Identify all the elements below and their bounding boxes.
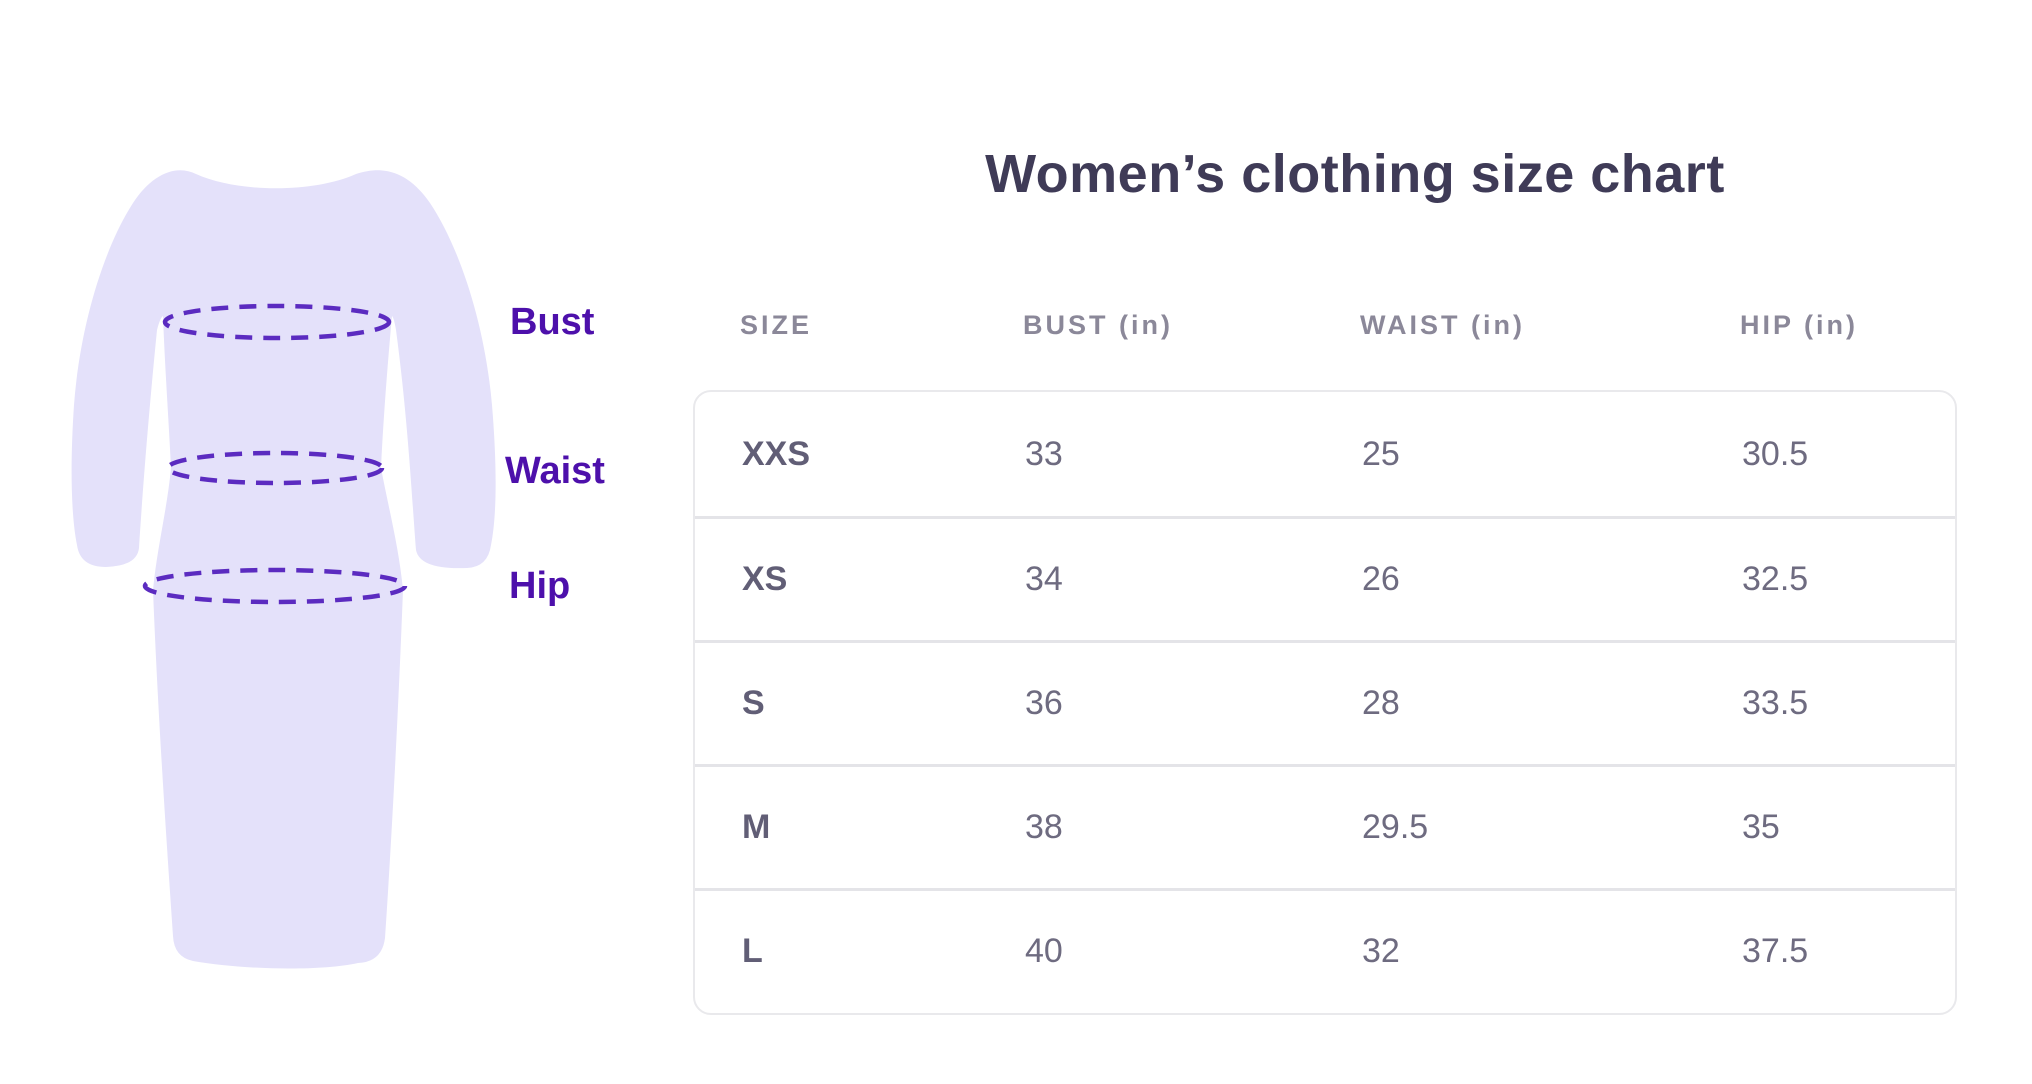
table-row: L 40 32 37.5 [695,888,1955,1012]
cell-bust: 36 [1025,684,1063,722]
hip-measurement-line [142,567,408,605]
cell-hip: 30.5 [1742,434,1809,473]
waist-measurement-line [165,450,385,486]
bust-label: Bust [510,301,595,343]
cell-bust: 33 [1025,434,1063,473]
table-row: XXS 33 25 30.5 [695,392,1955,516]
cell-size: XXS [742,434,811,473]
column-header-bust: BUST (in) [1023,310,1173,340]
column-header-waist: WAIST (in) [1360,310,1525,340]
cell-bust: 38 [1025,808,1063,846]
cell-hip: 37.5 [1742,932,1809,970]
cell-waist: 29.5 [1362,808,1429,846]
cell-hip: 35 [1742,808,1780,846]
cell-waist: 28 [1362,684,1400,722]
cell-waist: 32 [1362,932,1400,970]
hip-label: Hip [509,565,571,607]
cell-hip: 32.5 [1742,560,1809,598]
cell-size: S [742,684,765,722]
table-header-row: SIZE BUST (in) WAIST (in) HIP (in) [693,310,1957,341]
cell-hip: 33.5 [1742,684,1809,722]
table-row: M 38 29.5 35 [695,764,1955,888]
table-row: XS 34 26 32.5 [695,516,1955,640]
cell-bust: 34 [1025,560,1063,598]
size-table-panel: XXS 33 25 30.5 XS 34 26 32.5 S 36 28 33.… [693,390,1957,1015]
column-header-hip: HIP (in) [1740,310,1858,340]
cell-size: XS [742,560,788,598]
bust-measurement-line [162,303,392,341]
cell-bust: 40 [1025,932,1063,970]
column-header-size: SIZE [740,310,813,340]
cell-size: M [742,808,771,846]
cell-size: L [742,932,763,970]
page-title: Women’s clothing size chart [985,144,1725,204]
table-row: S 36 28 33.5 [695,640,1955,764]
dress-silhouette [71,170,496,969]
cell-waist: 26 [1362,560,1400,598]
waist-label: Waist [505,450,605,492]
cell-waist: 25 [1362,434,1400,473]
